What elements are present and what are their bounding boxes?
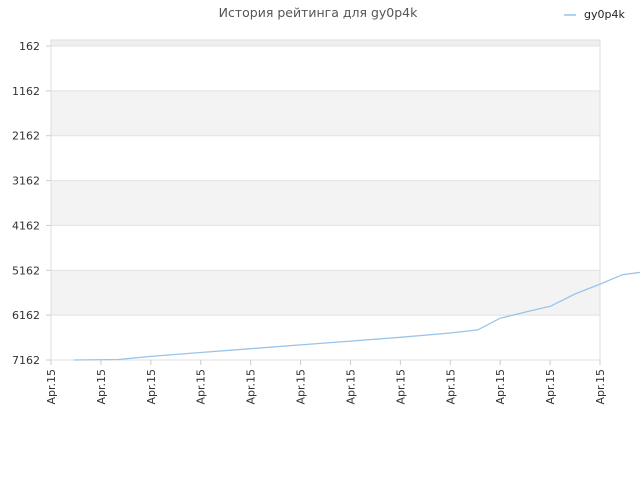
plot-band xyxy=(51,180,600,226)
y-tick-label: 1162 xyxy=(12,85,40,98)
x-axis-ticks: Apr.15 Apr.15 Apr.15 Apr.15 Apr.15 Apr.15 Apr.… xyxy=(45,360,607,405)
y-tick-label: 162 xyxy=(19,40,40,53)
plot-band-top xyxy=(51,40,600,46)
x-tick-label: Apr.15 xyxy=(195,369,208,405)
x-tick-label: Apr.15 xyxy=(295,369,308,405)
plot-band xyxy=(51,135,600,181)
x-tick-label: Apr.15 xyxy=(145,369,158,405)
x-tick-label: Apr.15 xyxy=(344,369,357,405)
x-tick-label: Apr.15 xyxy=(394,369,407,405)
y-tick-label: 7162 xyxy=(12,354,40,367)
y-tick-label: 5162 xyxy=(12,264,40,277)
plot-band xyxy=(51,46,600,91)
x-tick-label: Apr.15 xyxy=(494,369,507,405)
plot-band xyxy=(51,90,600,136)
x-tick-label: Apr.15 xyxy=(245,369,258,405)
plot-bands xyxy=(51,40,600,360)
y-tick-label: 3162 xyxy=(12,175,40,188)
y-axis-ticks: 162 1162 2162 3162 4162 5162 6162 7162 xyxy=(12,40,51,367)
plot-band xyxy=(51,270,600,316)
x-tick-label: Apr.15 xyxy=(444,369,457,405)
y-gridlines xyxy=(51,45,600,361)
series-layer xyxy=(73,271,640,361)
x-tick-label: Apr.15 xyxy=(594,369,607,405)
x-tick-label: Apr.15 xyxy=(95,369,108,405)
plot-band xyxy=(51,225,600,271)
y-tick-label: 6162 xyxy=(12,309,40,322)
y-tick-label: 2162 xyxy=(12,130,40,143)
chart-title: История рейтинга для gy0p4k xyxy=(219,5,419,20)
x-tick-label: Apr.15 xyxy=(544,369,557,405)
x-tick-label: Apr.15 xyxy=(45,369,58,405)
legend: gy0p4k xyxy=(564,8,625,21)
y-tick-label: 4162 xyxy=(12,219,40,232)
legend-label-gy0p4k: gy0p4k xyxy=(584,8,625,21)
plot-band xyxy=(51,315,600,360)
series-line-gy0p4k xyxy=(73,271,640,361)
